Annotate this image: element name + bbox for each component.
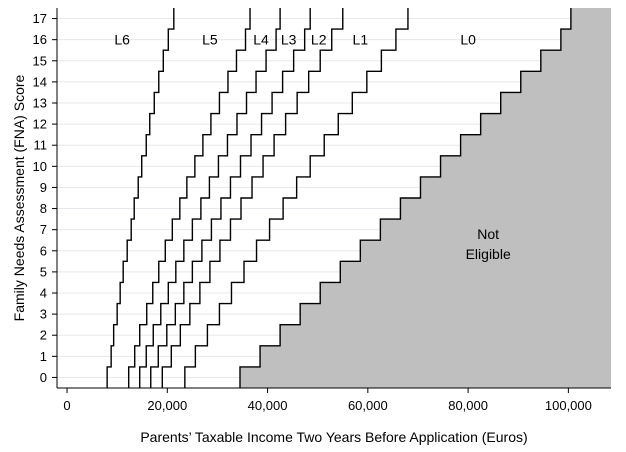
band-label: L4: [253, 32, 269, 48]
band-label: L3: [281, 32, 297, 48]
y-tick-label: 4: [40, 286, 47, 301]
threshold-line-6: [184, 8, 409, 388]
y-axis-title: Family Needs Assessment (FNA) Score: [11, 74, 27, 321]
y-tick-label: 3: [40, 307, 47, 322]
y-tick-label: 10: [33, 159, 47, 174]
x-axis-title: Parents’ Taxable Income Two Years Before…: [140, 429, 527, 445]
y-tick-label: 2: [40, 328, 47, 343]
y-tick-label: 17: [33, 11, 47, 26]
y-tick-label: 0: [40, 370, 47, 385]
annotations: L6 L5 L4 L3 L2 L1 L0 Not Eligible: [114, 32, 511, 262]
y-tick-label: 11: [34, 138, 48, 153]
x-tick-label: 40,000: [248, 398, 288, 413]
y-tick-label: 14: [33, 74, 47, 89]
x-tick-label: 20,000: [147, 398, 187, 413]
band-label: L1: [353, 32, 369, 48]
y-tick-label: 13: [33, 96, 47, 111]
not-eligible-area: [239, 8, 611, 388]
threshold-line-5: [161, 8, 344, 388]
y-tick-label: 1: [40, 349, 47, 364]
y-tick-label: 16: [33, 32, 47, 47]
y-tick-label: 6: [40, 243, 47, 258]
series-group: [106, 8, 572, 388]
y-tick-label: 5: [40, 264, 47, 279]
x-tick-label: 60,000: [348, 398, 388, 413]
y-tick-label: 8: [40, 201, 47, 216]
x-tick-label: 100,000: [545, 398, 592, 413]
band-label: L6: [114, 32, 130, 48]
y-tick-label: 9: [40, 180, 47, 195]
x-tick-label: 0: [63, 398, 70, 413]
threshold-line-2: [127, 8, 251, 388]
region-label: Not: [477, 226, 499, 242]
x-tick-label: 80,000: [448, 398, 488, 413]
threshold-line-4: [150, 8, 311, 388]
not-eligible-region: [239, 8, 611, 388]
band-label: L2: [311, 32, 327, 48]
y-tick-label: 7: [40, 222, 47, 237]
y-tick-label: 12: [33, 117, 47, 132]
threshold-line-3: [139, 8, 281, 388]
region-label: Eligible: [466, 246, 511, 262]
y-tick-label: 15: [33, 53, 47, 68]
band-label: L0: [460, 32, 476, 48]
band-label: L5: [202, 32, 218, 48]
threshold-line-7: [239, 8, 572, 388]
threshold-line-1: [106, 8, 175, 388]
